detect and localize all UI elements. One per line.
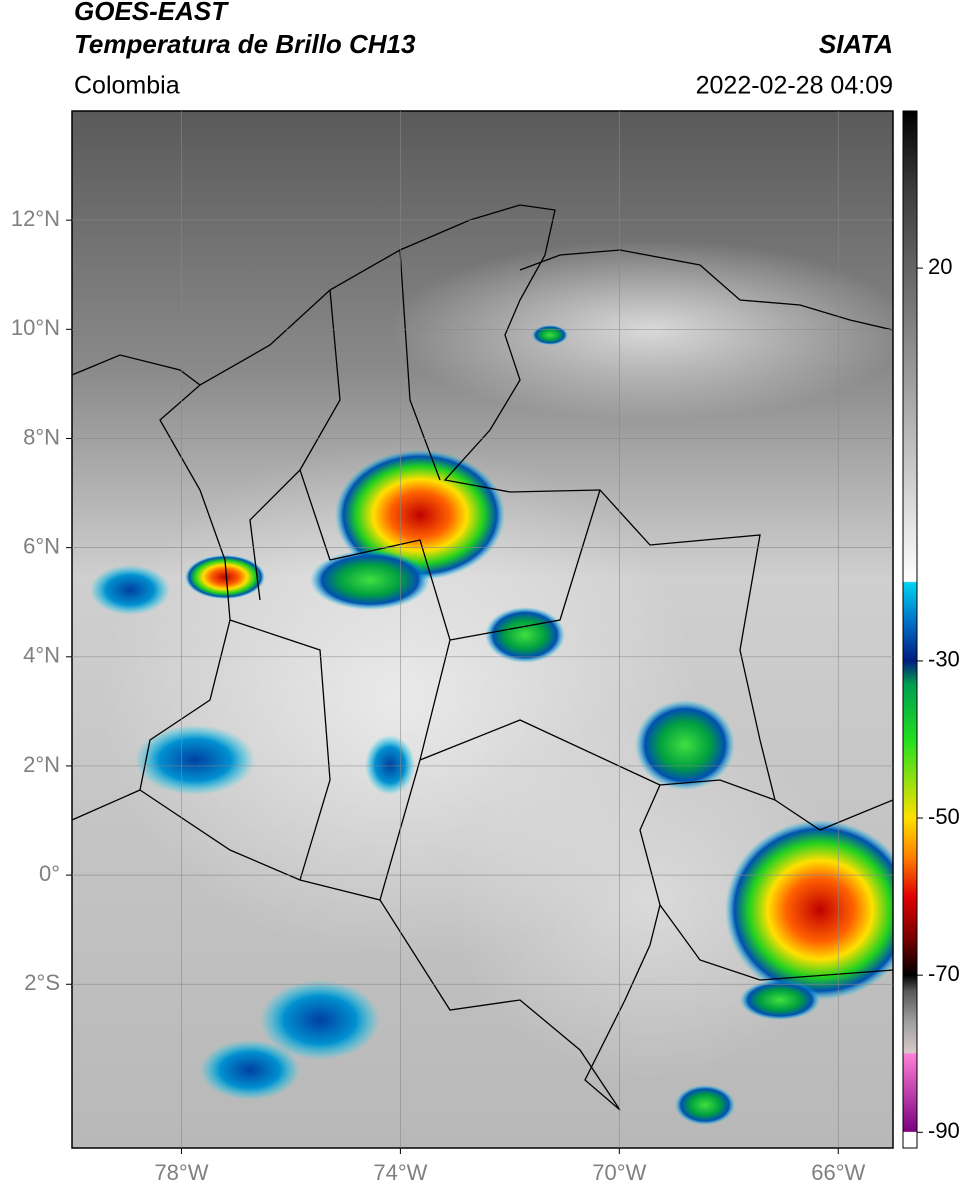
colorbar-tick-label: 20 [928, 254, 952, 279]
x-tick-label: 66°W [811, 1160, 865, 1185]
border [72, 789, 893, 981]
cloud-cold [135, 725, 255, 795]
storm [725, 820, 893, 1000]
source: SIATA [819, 29, 893, 59]
cloud-cold [365, 735, 415, 795]
x-tick-label: 70°W [592, 1160, 646, 1185]
y-tick-label: 12°N [11, 206, 60, 231]
y-tick-label: 2°N [23, 752, 60, 777]
cloud [390, 240, 893, 420]
colorbar-tick-label: -30 [928, 647, 960, 672]
y-tick-label: 2°S [24, 970, 60, 995]
storm [485, 607, 565, 663]
y-tick-label: 8°N [23, 424, 60, 449]
region: Colombia [74, 72, 180, 100]
x-tick-label: 74°W [373, 1160, 427, 1185]
coastline [72, 354, 201, 386]
storm [675, 1085, 735, 1125]
y-tick-label: 4°N [23, 643, 60, 668]
storm [635, 700, 735, 790]
storm [532, 325, 568, 345]
cloud-cold [200, 1040, 300, 1100]
storm [185, 555, 265, 599]
storm [310, 550, 430, 610]
colorbar-tick-label: -90 [928, 1118, 960, 1143]
y-tick-label: 0° [39, 861, 60, 886]
cloud-cold [90, 565, 170, 615]
satellite-image [72, 111, 893, 1148]
title: GOES-EAST [74, 0, 229, 26]
country-border [139, 204, 776, 1111]
x-tick-label: 78°W [154, 1160, 208, 1185]
map-frame [71, 110, 894, 1149]
subtitle: Temperatura de Brillo CH13 [74, 29, 416, 59]
colorbar-tick-label: -50 [928, 804, 960, 829]
internal-border [229, 249, 661, 901]
colorbar [902, 110, 918, 1149]
storm [740, 980, 820, 1020]
coastline [519, 249, 893, 331]
datetime: 2022-02-28 04:09 [696, 72, 893, 100]
y-tick-label: 6°N [23, 533, 60, 558]
cloud-cold [260, 980, 380, 1060]
colorbar-tick-label: -70 [928, 961, 960, 986]
y-tick-label: 10°N [11, 315, 60, 340]
